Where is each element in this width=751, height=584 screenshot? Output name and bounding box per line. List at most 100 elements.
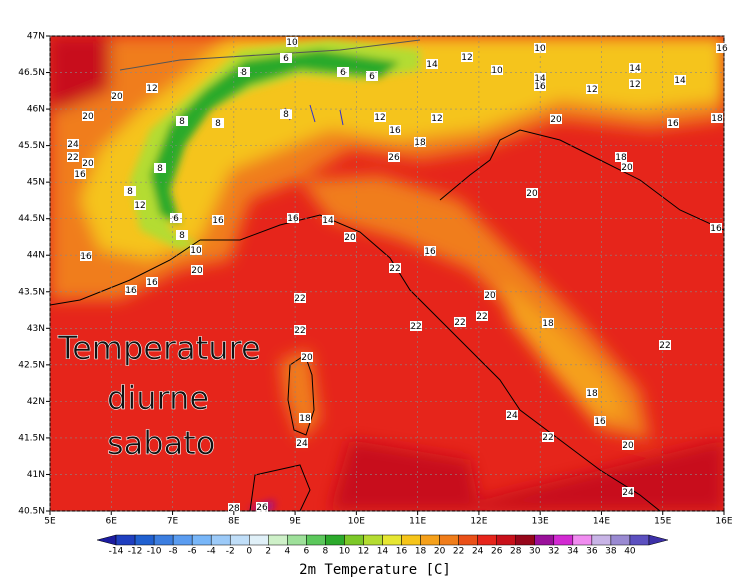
colorbar-title: 2m Temperature [C] bbox=[299, 562, 451, 578]
label-box bbox=[124, 186, 136, 196]
contour-label: 10 bbox=[286, 38, 298, 48]
label-box bbox=[67, 139, 79, 149]
contour-label: 16 bbox=[146, 278, 158, 288]
colorbar-swatch bbox=[306, 534, 326, 546]
colorbar-swatch bbox=[249, 534, 269, 546]
colorbar-swatch bbox=[496, 534, 516, 546]
label-box bbox=[80, 251, 92, 261]
contour-label: 12 bbox=[461, 53, 472, 63]
colorbar-swatch bbox=[382, 534, 402, 546]
colorbar-label: 14 bbox=[377, 547, 389, 557]
colorbar-swatch bbox=[210, 534, 231, 546]
colorbar-label: -4 bbox=[207, 547, 216, 557]
contour-label: 24 bbox=[622, 488, 634, 498]
label-box bbox=[388, 152, 400, 162]
y-tick-label: 46N bbox=[27, 105, 45, 115]
label-box bbox=[170, 213, 182, 223]
label-box bbox=[337, 67, 349, 77]
colorbar-swatch bbox=[268, 534, 288, 546]
contour-label: 12 bbox=[431, 114, 442, 124]
label-box bbox=[294, 293, 306, 303]
contour-label: 20 bbox=[82, 159, 94, 169]
contour-label: 8 bbox=[215, 119, 221, 129]
label-box bbox=[286, 37, 298, 47]
label-box bbox=[374, 112, 386, 122]
label-box bbox=[484, 290, 496, 300]
label-box bbox=[622, 440, 634, 450]
y-tick-label: 45.5N bbox=[18, 141, 45, 151]
y-tick-label: 43N bbox=[27, 324, 45, 334]
label-box bbox=[622, 487, 634, 497]
label-box bbox=[228, 503, 240, 513]
label-box bbox=[426, 59, 438, 69]
y-tick-label: 42.5N bbox=[18, 360, 45, 370]
colorbar-swatch bbox=[229, 534, 250, 546]
y-tick-label: 41.5N bbox=[18, 433, 45, 443]
label-box bbox=[629, 63, 641, 73]
colorbar-swatch bbox=[458, 534, 478, 546]
y-tick-label: 43.5N bbox=[18, 287, 45, 297]
overlay-text: sabato bbox=[107, 424, 215, 462]
label-box bbox=[526, 188, 538, 198]
label-box bbox=[301, 352, 313, 362]
colorbar-label: 26 bbox=[491, 547, 503, 557]
contour-label: 14 bbox=[534, 74, 546, 84]
colorbar-label: 2 bbox=[265, 547, 271, 557]
contour-label: 16 bbox=[424, 247, 436, 257]
contour-label: 8 bbox=[283, 110, 289, 120]
label-box bbox=[366, 71, 378, 81]
label-box bbox=[82, 158, 94, 168]
label-box bbox=[586, 388, 598, 398]
colorbar-swatch bbox=[420, 534, 440, 546]
contour-label: 16 bbox=[710, 224, 722, 234]
colorbar-label: -2 bbox=[226, 547, 235, 557]
colorbar-label: 38 bbox=[605, 547, 617, 557]
label-box bbox=[154, 163, 166, 173]
contour-label: 24 bbox=[67, 140, 79, 150]
label-box bbox=[287, 213, 299, 223]
temperature-field bbox=[50, 36, 724, 511]
colorbar-swatch bbox=[572, 534, 593, 546]
colorbar-label: -10 bbox=[147, 547, 162, 557]
contour-label: 16 bbox=[716, 44, 728, 54]
overlay-text: diurne bbox=[107, 379, 209, 417]
colorbar-swatch bbox=[477, 534, 497, 546]
colorbar-swatch bbox=[363, 534, 383, 546]
contour-label: 6 bbox=[283, 54, 289, 64]
label-box bbox=[238, 67, 250, 77]
contour-label: 18 bbox=[414, 138, 426, 148]
contour-label: 10 bbox=[491, 66, 503, 76]
contour-label: 8 bbox=[179, 117, 185, 127]
colorbar-swatch bbox=[172, 534, 193, 546]
contour-label: 20 bbox=[526, 189, 538, 199]
x-tick-label: 8E bbox=[228, 517, 240, 527]
contour-label: 22 bbox=[294, 326, 305, 336]
x-tick-label: 15E bbox=[654, 517, 671, 527]
y-tick-label: 44.5N bbox=[18, 214, 45, 224]
label-box bbox=[491, 65, 503, 75]
colorbar-swatch bbox=[115, 534, 136, 546]
colorbar-label: 22 bbox=[453, 547, 464, 557]
x-tick-label: 12E bbox=[470, 517, 487, 527]
contour-label: 26 bbox=[256, 503, 268, 513]
label-box bbox=[111, 91, 123, 101]
contour-label: 16 bbox=[74, 170, 86, 180]
label-box bbox=[74, 169, 86, 179]
contour-label: 22 bbox=[542, 433, 553, 443]
contour-label: 20 bbox=[344, 233, 356, 243]
label-box bbox=[82, 111, 94, 121]
label-box bbox=[461, 52, 473, 62]
colorbar-swatch bbox=[344, 534, 364, 546]
colorbar-swatch bbox=[534, 534, 555, 546]
label-box bbox=[621, 162, 633, 172]
label-box bbox=[212, 118, 224, 128]
label-box bbox=[344, 232, 356, 242]
label-box bbox=[176, 230, 188, 240]
label-box bbox=[506, 410, 518, 420]
colorbar-label: 24 bbox=[472, 547, 484, 557]
colorbar-swatch bbox=[610, 534, 631, 546]
label-box bbox=[586, 84, 598, 94]
contour-label: 18 bbox=[542, 319, 554, 329]
contour-label: 20 bbox=[550, 115, 562, 125]
